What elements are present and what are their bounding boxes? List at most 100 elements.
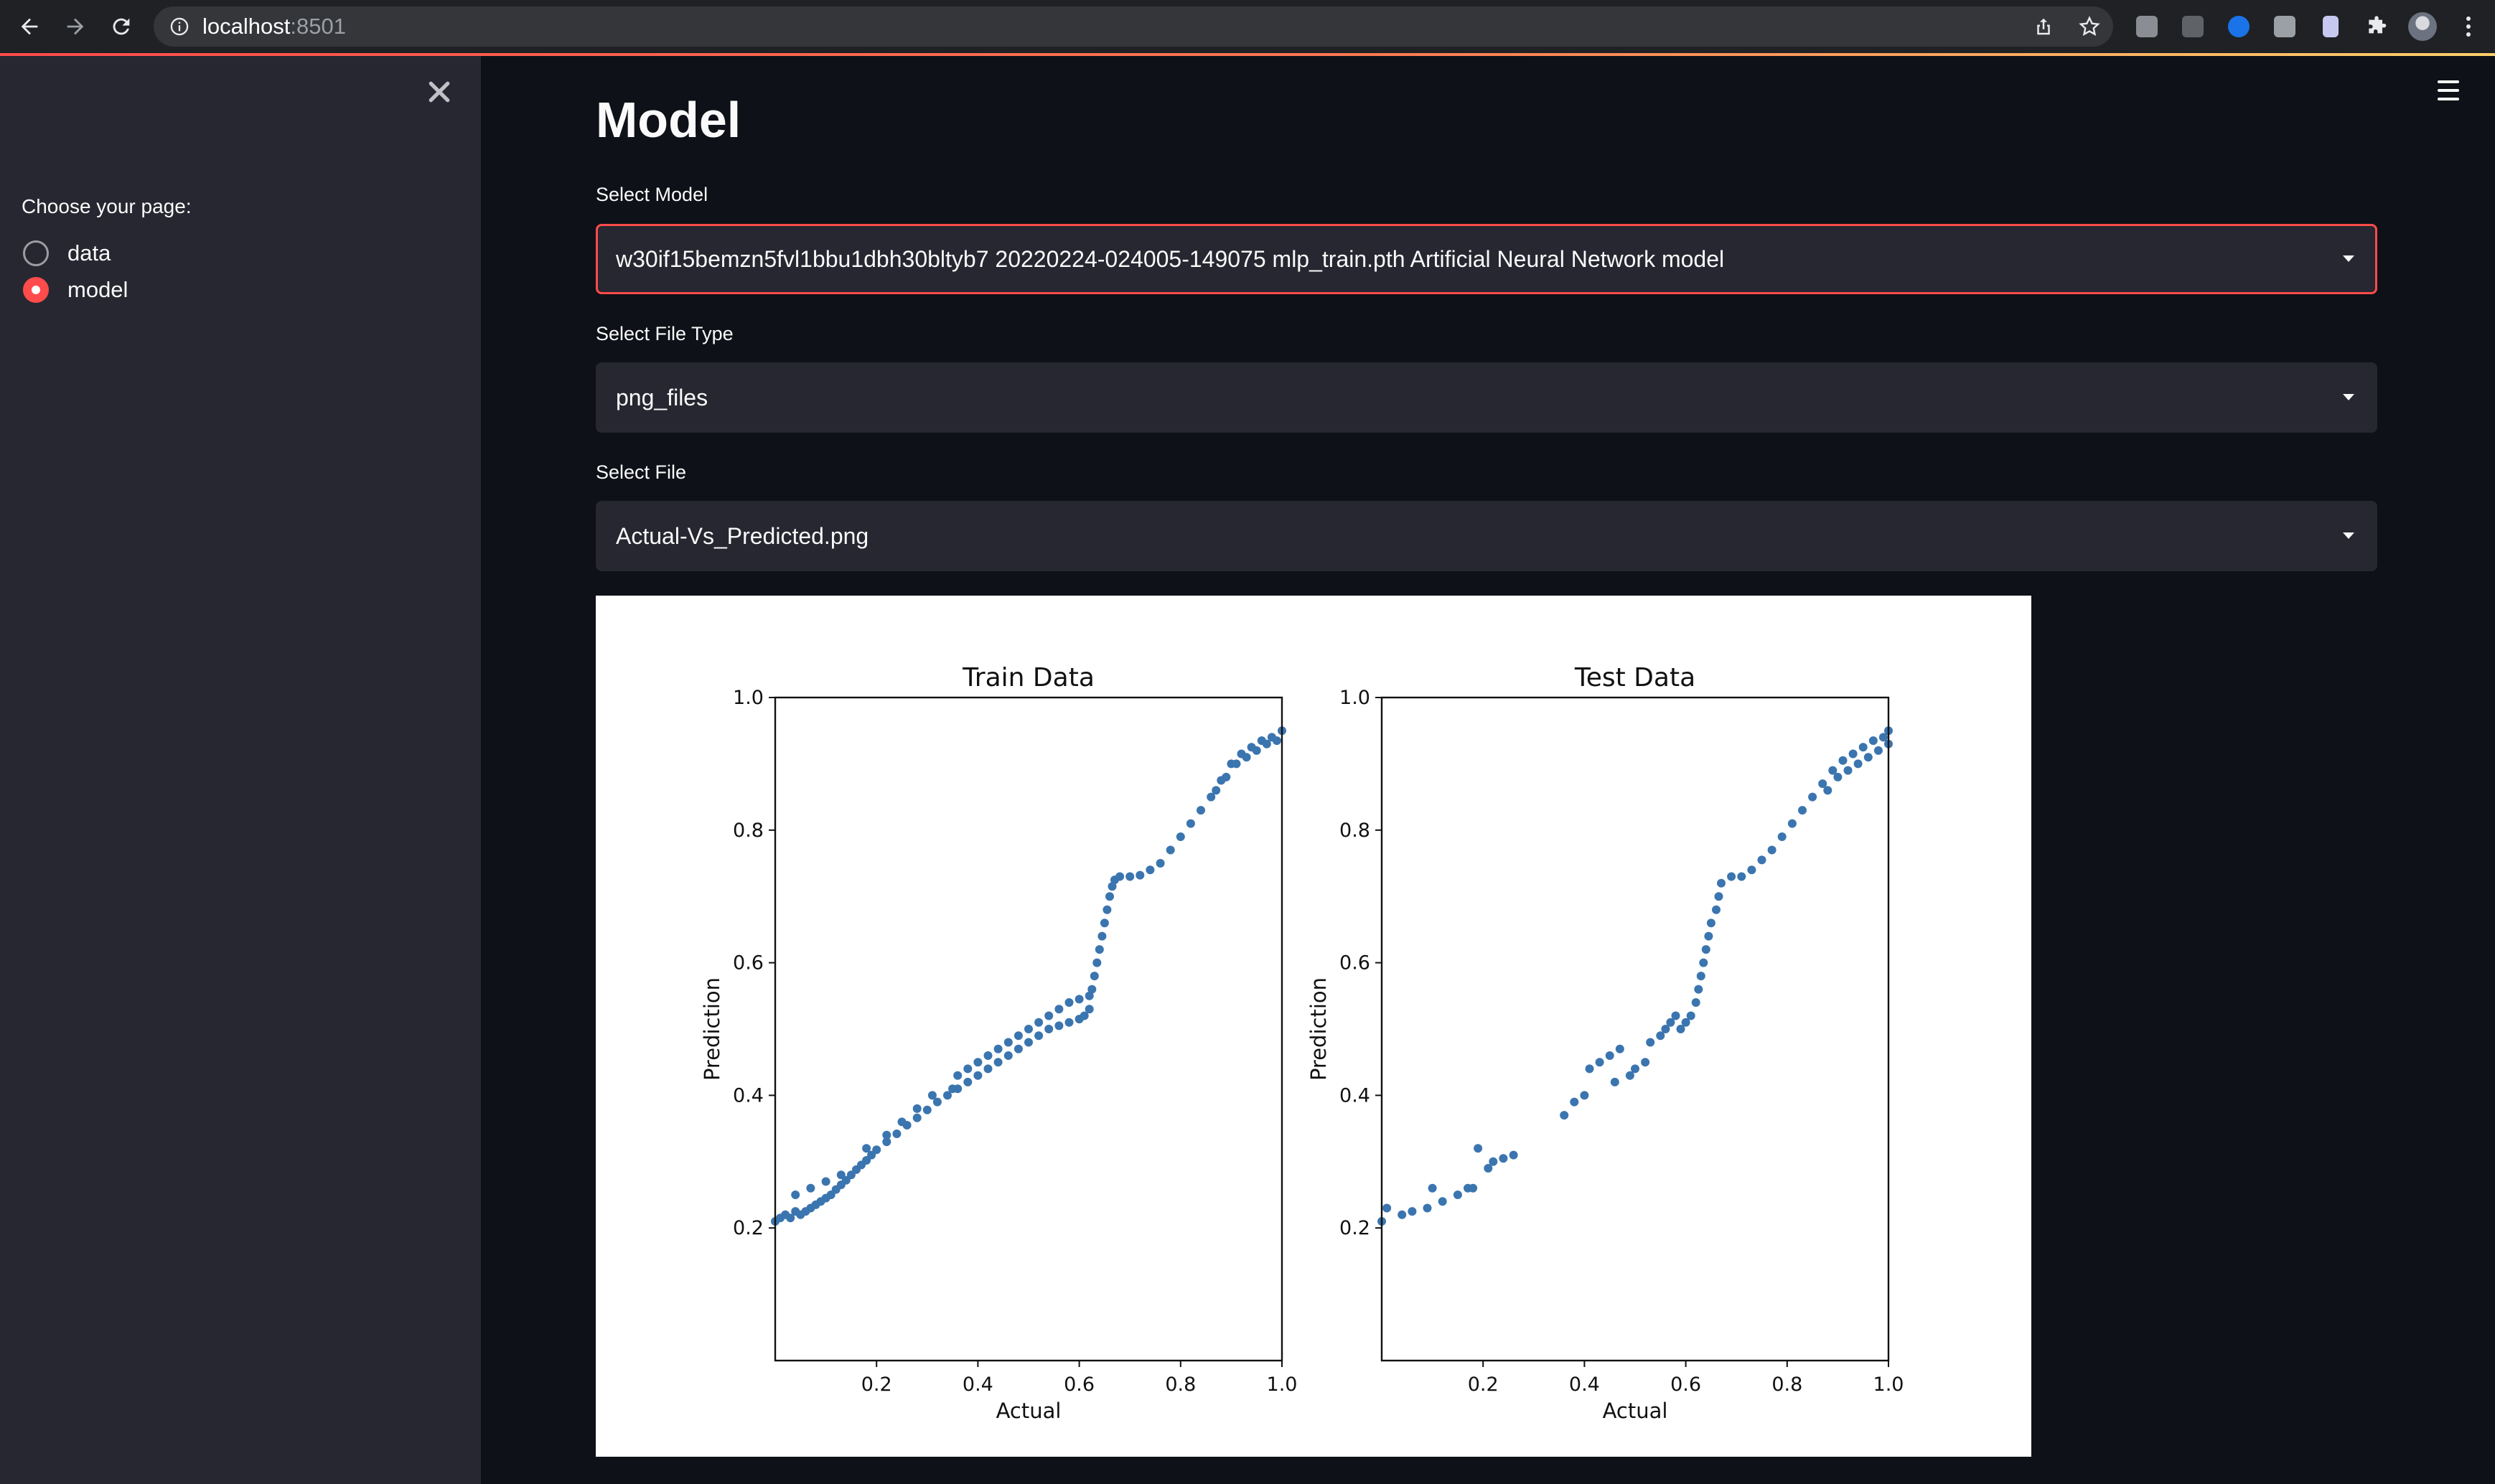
extension-icon[interactable] bbox=[2270, 11, 2300, 42]
data-point bbox=[1003, 1038, 1013, 1047]
url-text[interactable]: localhost:8501 bbox=[202, 12, 346, 41]
document-extension-icon[interactable] bbox=[2316, 11, 2346, 42]
data-point bbox=[897, 1117, 907, 1127]
data-point bbox=[892, 1130, 902, 1138]
radio-unselected-icon[interactable] bbox=[23, 240, 49, 266]
data-point bbox=[1428, 1183, 1437, 1193]
forward-arrow-icon[interactable] bbox=[57, 9, 93, 44]
data-point bbox=[1044, 1011, 1054, 1020]
subplot-train: Train Data 0.2 0.4 0.6 0.8 1.0 0.2 0.4 0.6 0.8 1.0… bbox=[700, 663, 1297, 1423]
data-point bbox=[1024, 1038, 1033, 1047]
address-bar[interactable] bbox=[154, 6, 2113, 47]
select-model-label: Select Model bbox=[596, 184, 708, 205]
extension-icon[interactable] bbox=[2132, 11, 2162, 42]
data-point bbox=[1808, 792, 1817, 802]
y-axis-label: Prediction bbox=[700, 977, 724, 1081]
data-point bbox=[867, 1150, 876, 1160]
data-point bbox=[1085, 1005, 1094, 1014]
x-tick-label: 0.8 bbox=[1165, 1373, 1196, 1396]
x-tick-label: 1.0 bbox=[1873, 1373, 1904, 1396]
y-tick-label: 0.2 bbox=[1339, 1217, 1370, 1239]
radio-selected-icon[interactable] bbox=[23, 277, 49, 303]
page-title: Model bbox=[596, 92, 741, 148]
x-tick-label: 0.2 bbox=[861, 1373, 892, 1396]
kebab-menu-icon[interactable] bbox=[2453, 11, 2484, 42]
data-point bbox=[1024, 1025, 1033, 1033]
url-port: :8501 bbox=[290, 14, 346, 39]
data-point bbox=[1798, 806, 1807, 815]
y-tick-label: 0.2 bbox=[733, 1217, 764, 1239]
y-tick-label: 0.6 bbox=[733, 952, 764, 975]
data-point bbox=[1696, 972, 1705, 981]
data-point bbox=[1863, 753, 1873, 762]
data-point bbox=[1095, 945, 1104, 954]
puzzle-icon[interactable] bbox=[2361, 11, 2392, 42]
data-point bbox=[1105, 892, 1114, 901]
data-point bbox=[932, 1097, 942, 1107]
chart-title: Test Data bbox=[1574, 663, 1695, 692]
data-point bbox=[846, 1170, 856, 1180]
data-point bbox=[912, 1113, 922, 1122]
y-tick-label: 0.8 bbox=[1339, 820, 1370, 842]
star-icon[interactable] bbox=[2074, 11, 2105, 42]
data-point bbox=[1212, 786, 1221, 795]
back-arrow-icon[interactable] bbox=[11, 9, 47, 44]
data-point bbox=[1136, 870, 1145, 880]
select-file-dropdown[interactable]: Actual-Vs_Predicted.png bbox=[596, 501, 2377, 571]
data-point bbox=[1878, 733, 1888, 742]
data-point bbox=[1408, 1207, 1417, 1216]
select-file-type-dropdown[interactable]: png_files bbox=[596, 362, 2377, 433]
data-point bbox=[1398, 1210, 1407, 1219]
data-point bbox=[1100, 919, 1109, 928]
share-icon[interactable] bbox=[2028, 11, 2059, 42]
extension-icon[interactable] bbox=[2178, 11, 2208, 42]
select-model-dropdown[interactable]: w30if15bemzn5fvl1bbu1dbh30bltyb7 2022022… bbox=[596, 224, 2377, 294]
data-point bbox=[1034, 1031, 1044, 1041]
data-point bbox=[1064, 998, 1074, 1007]
actual-vs-predicted-figure: Train Data 0.2 0.4 0.6 0.8 1.0 0.2 0.4 0.6 0.8 1.0… bbox=[700, 663, 1904, 1423]
data-point bbox=[1176, 832, 1185, 841]
data-point bbox=[1103, 905, 1112, 914]
data-point bbox=[806, 1183, 815, 1193]
data-point bbox=[1706, 919, 1715, 928]
data-point bbox=[1085, 991, 1094, 1000]
data-point bbox=[1108, 882, 1117, 891]
x-tick-label: 0.4 bbox=[963, 1373, 993, 1396]
data-point bbox=[1166, 845, 1175, 855]
y-tick-label: 0.4 bbox=[733, 1084, 764, 1107]
data-point bbox=[912, 1104, 922, 1113]
hamburger-menu-icon[interactable] bbox=[2436, 80, 2461, 102]
data-point bbox=[963, 1064, 973, 1074]
radio-option-model[interactable]: model bbox=[23, 274, 128, 306]
axes-frame bbox=[1380, 696, 1890, 1362]
data-point bbox=[786, 1213, 795, 1223]
data-point bbox=[1207, 792, 1216, 802]
close-sidebar-icon[interactable] bbox=[425, 78, 454, 106]
y-tick-label: 0.4 bbox=[1339, 1084, 1370, 1107]
data-point bbox=[1423, 1203, 1432, 1213]
plot-image: Train Data 0.2 0.4 0.6 0.8 1.0 0.2 0.4 0.6 0.8 1.0… bbox=[596, 596, 2031, 1457]
data-point bbox=[983, 1064, 993, 1074]
data-point bbox=[1570, 1097, 1579, 1107]
data-point bbox=[922, 1105, 932, 1114]
reload-icon[interactable] bbox=[103, 9, 139, 44]
data-point bbox=[1054, 1021, 1064, 1030]
svg-extension-icon[interactable] bbox=[2224, 11, 2254, 42]
profile-avatar[interactable] bbox=[2407, 11, 2438, 42]
data-point bbox=[1704, 931, 1713, 941]
data-point bbox=[1661, 1025, 1670, 1033]
data-point bbox=[872, 1145, 881, 1155]
y-tick-label: 1.0 bbox=[1339, 687, 1370, 709]
data-point bbox=[1843, 766, 1853, 775]
data-point bbox=[1873, 746, 1883, 755]
data-point bbox=[1714, 892, 1723, 901]
radio-option-data[interactable]: data bbox=[23, 238, 111, 269]
info-icon[interactable] bbox=[169, 17, 189, 37]
y-tick-label: 0.6 bbox=[1339, 952, 1370, 975]
data-point bbox=[1605, 1051, 1614, 1060]
data-point bbox=[1666, 1018, 1675, 1027]
data-point bbox=[927, 1091, 937, 1100]
data-point bbox=[1034, 1018, 1044, 1027]
data-point bbox=[1090, 972, 1099, 981]
data-point bbox=[1858, 743, 1868, 752]
